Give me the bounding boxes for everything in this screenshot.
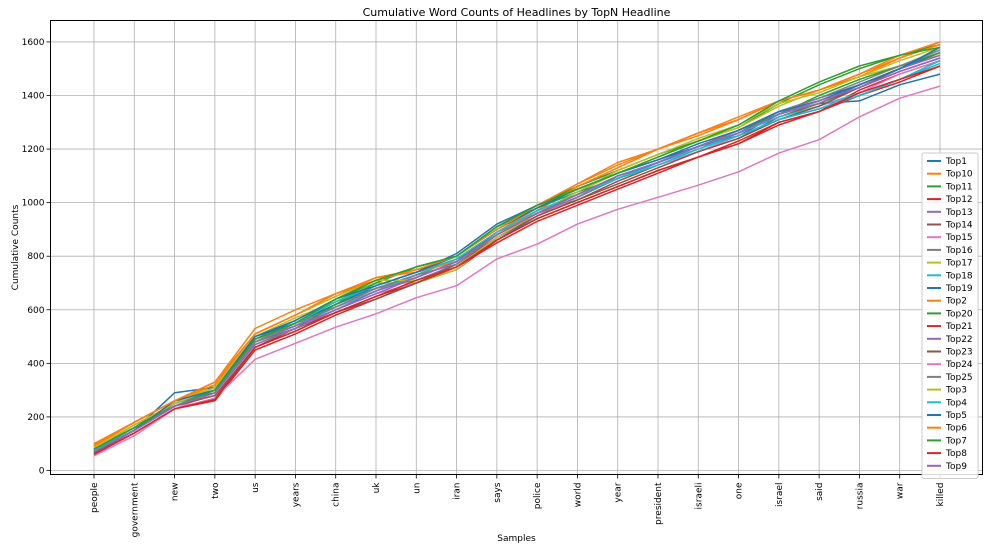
legend-label: Top17	[945, 259, 973, 269]
x-tick-label: israel	[775, 483, 785, 507]
x-tick-label: two	[211, 482, 221, 499]
x-tick-label: government	[130, 482, 140, 537]
x-tick-label: year	[614, 482, 624, 502]
y-tick-label: 1400	[22, 91, 45, 101]
series-line-top9	[93, 57, 941, 453]
legend-label: Top5	[945, 411, 967, 421]
legend-label: Top14	[945, 221, 973, 231]
legend-label: Top4	[945, 398, 967, 408]
legend-box	[921, 152, 979, 479]
legend-label: Top23	[945, 348, 973, 358]
x-tick-label: russia	[855, 483, 865, 510]
x-axis-ticks: people government new two us years china uk un ir…	[90, 474, 946, 537]
x-tick-label: says	[493, 482, 503, 503]
y-tick-label: 1600	[22, 38, 45, 48]
series-line-top3	[93, 46, 941, 449]
legend-label: Top20	[945, 309, 973, 319]
legend-label: Top18	[945, 271, 973, 281]
legend-label: Top6	[945, 424, 967, 434]
legend-label: Top11	[945, 182, 973, 192]
x-tick-label: us	[251, 482, 261, 493]
grid-lines	[50, 20, 983, 475]
series-lines	[93, 41, 941, 457]
x-tick-label: police	[533, 482, 543, 509]
x-tick-label: new	[171, 483, 181, 502]
y-axis-ticks: 0 200 400 600 800 1000 1200 1400 1600	[22, 38, 51, 476]
legend-label: Top24	[945, 360, 973, 370]
plot-frame	[50, 20, 983, 475]
legend-label: Top9	[945, 462, 967, 472]
legend-label: Top12	[945, 195, 973, 205]
legend-label: Top10	[945, 170, 973, 180]
x-tick-label: war	[896, 482, 906, 499]
legend-label: Top25	[945, 373, 973, 383]
legend-label: Top21	[945, 322, 973, 332]
y-tick-label: 1200	[22, 145, 45, 155]
series-line-top8	[93, 65, 941, 456]
x-tick-label: un	[412, 483, 422, 494]
x-tick-label: iran	[453, 483, 463, 500]
x-tick-label: one	[735, 482, 745, 499]
x-tick-label: said	[815, 483, 825, 501]
legend-label: Top16	[945, 246, 973, 256]
legend-label: Top8	[945, 449, 967, 459]
y-tick-label: 600	[27, 306, 44, 316]
legend: Top1 Top10 Top11 Top12 Top13 Top14 Top15 Top16 T…	[921, 152, 979, 479]
series-line-top21	[93, 65, 941, 456]
series-line-top24	[93, 85, 941, 457]
legend-label: Top3	[945, 386, 967, 396]
legend-label: Top2	[945, 297, 967, 307]
x-tick-label: president	[654, 482, 664, 525]
y-tick-label: 800	[27, 252, 44, 262]
x-tick-label: years	[291, 482, 301, 507]
legend-label: Top15	[945, 233, 973, 243]
y-tick-label: 0	[39, 466, 45, 476]
x-axis-label: Samples	[497, 534, 536, 544]
legend-label: Top22	[945, 335, 973, 345]
series-line-top5	[93, 46, 941, 453]
y-tick-label: 1000	[22, 199, 45, 209]
chart-title: Cumulative Word Counts of Headlines by T…	[363, 6, 671, 19]
x-tick-label: world	[573, 483, 583, 508]
series-line-top7	[93, 46, 941, 450]
x-tick-label: killed	[936, 483, 946, 507]
y-tick-label: 200	[27, 413, 44, 423]
x-tick-label: people	[90, 482, 100, 513]
series-line-top23	[93, 57, 941, 454]
legend-label: Top7	[945, 436, 967, 446]
legend-label: Top13	[945, 208, 973, 218]
legend-label: Top19	[945, 284, 973, 294]
y-tick-label: 400	[27, 359, 44, 369]
x-tick-label: china	[332, 483, 342, 507]
series-line-top6	[93, 41, 941, 445]
legend-label: Top1	[945, 157, 967, 167]
x-tick-label: uk	[372, 482, 382, 494]
y-axis-label: Cumulative Counts	[11, 204, 21, 290]
x-tick-label: israeli	[694, 483, 704, 510]
